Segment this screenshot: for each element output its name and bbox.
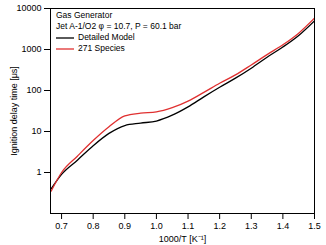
svg-text:1000/T [K⁻¹]: 1000/T [K⁻¹] — [159, 234, 206, 244]
html-text:Detailed Model: Detailed Model — [78, 32, 135, 42]
svg-text:1.0: 1.0 — [150, 221, 163, 231]
svg-text:1.1: 1.1 — [182, 221, 195, 231]
svg-text:1.2: 1.2 — [213, 221, 226, 231]
html-text:Jet A-1/O2 φ = 10.7, P = 60.1: Jet A-1/O2 φ = 10.7, P = 60.1 bar — [56, 21, 182, 31]
svg-text:1.5: 1.5 — [308, 221, 321, 231]
svg-text:100: 100 — [26, 85, 41, 95]
svg-text:0.9: 0.9 — [119, 221, 132, 231]
svg-text:10: 10 — [31, 126, 41, 136]
svg-text:Ignition delay time [μs]: Ignition delay time [μs] — [9, 66, 19, 156]
svg-text:10000: 10000 — [16, 3, 41, 13]
svg-text:0.8: 0.8 — [87, 221, 100, 231]
svg-text:1.4: 1.4 — [277, 221, 290, 231]
svg-text:0.7: 0.7 — [55, 221, 68, 231]
svg-text:1: 1 — [36, 167, 41, 177]
html-text:Gas Generator: Gas Generator — [56, 10, 113, 20]
svg-text:1000: 1000 — [21, 44, 41, 54]
html-text:271 Species: 271 Species — [78, 43, 125, 53]
svg-text:1.3: 1.3 — [245, 221, 258, 231]
